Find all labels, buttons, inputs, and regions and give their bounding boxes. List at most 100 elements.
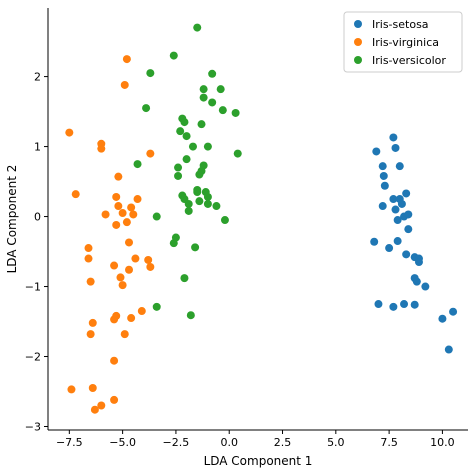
- legend-label: Iris-virginica: [372, 36, 439, 49]
- y-tick-label: 1: [34, 141, 41, 154]
- data-point: [112, 311, 121, 320]
- data-point: [171, 233, 180, 242]
- x-tick-label: 2.5: [274, 436, 292, 449]
- plot-points: [65, 23, 458, 414]
- data-point: [97, 144, 106, 153]
- data-point: [133, 195, 142, 204]
- data-point: [444, 345, 453, 354]
- data-point: [142, 104, 151, 113]
- series-iris-virginica: [65, 55, 155, 414]
- y-tick-label: −2: [25, 351, 41, 364]
- data-point: [88, 384, 97, 393]
- data-point: [203, 192, 212, 201]
- data-point: [137, 307, 146, 316]
- data-point: [110, 395, 119, 404]
- data-point: [84, 244, 93, 253]
- data-point: [88, 318, 97, 327]
- data-point: [112, 192, 121, 201]
- data-point: [180, 118, 189, 127]
- data-point: [116, 273, 125, 282]
- data-point: [397, 199, 406, 208]
- data-point: [379, 171, 388, 180]
- data-point: [404, 210, 413, 219]
- data-point: [391, 205, 400, 214]
- data-point: [71, 190, 80, 199]
- y-tick-label: 2: [34, 71, 41, 84]
- data-point: [146, 262, 155, 271]
- data-point: [216, 85, 225, 94]
- data-point: [169, 51, 178, 60]
- data-point: [182, 132, 191, 141]
- x-tick-label: 10.0: [430, 436, 455, 449]
- data-point: [385, 244, 394, 253]
- data-point: [231, 108, 240, 117]
- data-point: [180, 274, 189, 283]
- legend-marker: [354, 20, 362, 28]
- data-point: [118, 281, 127, 290]
- data-point: [393, 237, 402, 246]
- data-point: [114, 172, 123, 181]
- x-axis-title: LDA Component 1: [204, 454, 313, 468]
- data-point: [191, 243, 200, 252]
- data-point: [186, 311, 195, 320]
- legend-label: Iris-versicolor: [372, 54, 446, 67]
- data-point: [174, 171, 183, 180]
- data-point: [146, 149, 155, 158]
- data-point: [65, 128, 74, 137]
- data-point: [131, 254, 140, 263]
- data-point: [395, 162, 404, 171]
- data-point: [127, 203, 136, 212]
- data-point: [212, 202, 221, 211]
- data-point: [197, 120, 206, 129]
- data-point: [101, 210, 110, 219]
- x-tick-label: 5.0: [327, 436, 345, 449]
- data-point: [188, 142, 197, 151]
- data-point: [374, 300, 383, 309]
- data-point: [120, 330, 129, 339]
- data-point: [402, 250, 411, 259]
- y-axis-title: LDA Component 2: [5, 165, 19, 274]
- data-point: [199, 85, 208, 94]
- data-point: [208, 98, 217, 107]
- data-point: [120, 80, 129, 89]
- y-ticks: −3 −2 −1 0 1 2: [25, 71, 48, 434]
- data-point: [144, 255, 153, 264]
- data-point: [370, 237, 379, 246]
- data-point: [152, 212, 161, 221]
- data-point: [389, 133, 398, 142]
- data-point: [125, 265, 134, 274]
- data-point: [400, 300, 409, 309]
- legend-label: Iris-setosa: [372, 18, 429, 31]
- data-point: [193, 185, 202, 194]
- data-point: [402, 189, 411, 198]
- data-point: [389, 195, 398, 204]
- data-point: [118, 209, 127, 218]
- legend-box: [343, 11, 463, 73]
- data-point: [410, 300, 419, 309]
- data-point: [127, 314, 136, 323]
- data-point: [110, 356, 119, 365]
- data-point: [176, 127, 185, 136]
- y-tick-label: −3: [25, 421, 41, 434]
- data-point: [129, 210, 138, 219]
- data-point: [208, 69, 217, 78]
- data-point: [152, 302, 161, 311]
- x-tick-label: −7.5: [56, 436, 83, 449]
- data-point: [122, 55, 131, 64]
- y-tick-label: −1: [25, 281, 41, 294]
- data-point: [404, 225, 413, 234]
- axes: [47, 8, 468, 431]
- data-point: [125, 238, 134, 247]
- x-tick-label: −5.0: [109, 436, 136, 449]
- data-point: [199, 93, 208, 102]
- data-point: [203, 142, 212, 151]
- data-point: [393, 216, 402, 225]
- data-point: [438, 314, 447, 323]
- data-point: [421, 282, 430, 291]
- data-point: [184, 199, 193, 208]
- data-point: [233, 149, 242, 158]
- data-point: [122, 218, 131, 227]
- data-point: [414, 258, 423, 267]
- legend-marker: [354, 56, 362, 64]
